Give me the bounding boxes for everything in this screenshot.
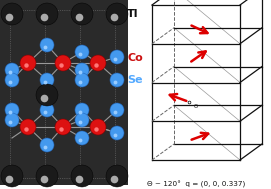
Circle shape [71,3,93,25]
Circle shape [40,73,54,87]
Text: Co: Co [127,53,143,63]
Circle shape [75,113,89,127]
Circle shape [1,165,23,187]
Text: Θ: Θ [194,104,198,109]
Circle shape [75,63,89,77]
Circle shape [20,55,36,71]
Circle shape [90,55,106,71]
Circle shape [106,3,128,25]
Text: Θ ~ 120°  q = (0, 0, 0.337): Θ ~ 120° q = (0, 0, 0.337) [147,180,245,188]
Text: Se: Se [127,75,143,85]
Circle shape [36,165,58,187]
Circle shape [90,119,106,135]
Circle shape [55,55,71,71]
Circle shape [40,38,54,52]
Circle shape [75,103,89,117]
Circle shape [110,126,124,140]
Circle shape [75,131,89,145]
Circle shape [55,119,71,135]
Circle shape [5,73,19,87]
Circle shape [75,45,89,59]
Circle shape [36,3,58,25]
Circle shape [75,73,89,87]
Circle shape [110,103,124,117]
Circle shape [110,73,124,87]
Circle shape [5,63,19,77]
Circle shape [20,119,36,135]
Circle shape [71,165,93,187]
Circle shape [5,103,19,117]
Circle shape [40,138,54,152]
Circle shape [110,50,124,64]
FancyBboxPatch shape [0,0,128,185]
Circle shape [106,165,128,187]
Text: Tl: Tl [127,9,138,19]
Circle shape [36,84,58,106]
Circle shape [5,113,19,127]
Circle shape [40,103,54,117]
Circle shape [1,3,23,25]
